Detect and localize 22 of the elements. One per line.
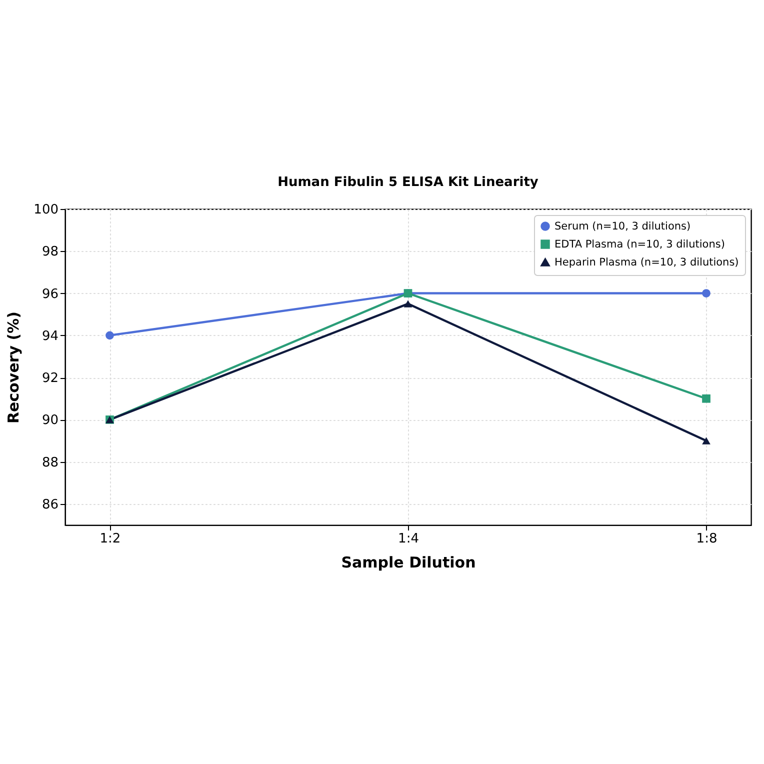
y-tick-label: 94 (42, 328, 58, 344)
y-tick-label: 100 (34, 202, 58, 218)
x-tick-label: 1:8 (696, 532, 718, 546)
x-axis-title: Sample Dilution (341, 554, 476, 572)
point (702, 289, 710, 298)
y-tick-label: 92 (42, 371, 58, 386)
chart-title: Human Fibulin 5 ELISA Kit Linearity (278, 175, 539, 190)
legend-label: Heparin Plasma (n=10, 3 dilutions) (554, 256, 739, 268)
y-tick-label: 98 (42, 244, 58, 260)
y-tick-label: 88 (42, 455, 58, 470)
point (106, 331, 114, 340)
y-tick-label: 86 (42, 497, 58, 512)
x-tick-label: 1:2 (100, 532, 121, 546)
y-tick-label: 90 (42, 413, 58, 428)
point (702, 394, 710, 403)
legend-label: Serum (n=10, 3 dilutions) (554, 220, 691, 232)
y-tick-label: 96 (42, 286, 58, 302)
y-axis-title: Recovery (%) (4, 311, 23, 424)
point (702, 437, 710, 444)
x-tick-label: 1:4 (398, 532, 419, 546)
legend-label: EDTA Plasma (n=10, 3 dilutions) (554, 238, 725, 250)
point (404, 300, 412, 308)
